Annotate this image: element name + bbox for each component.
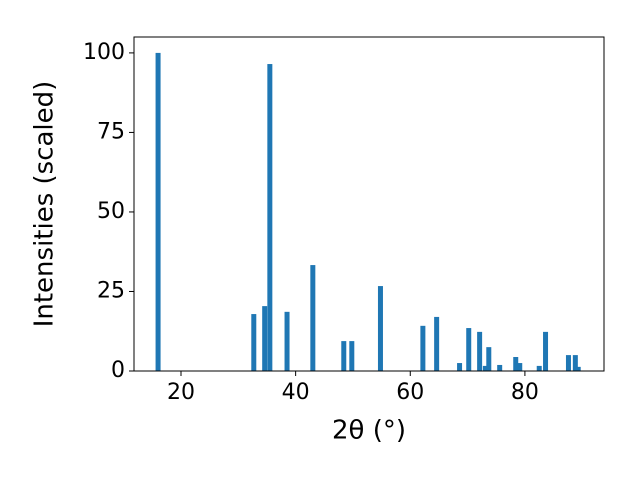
bar [262, 306, 268, 371]
bar [434, 316, 440, 371]
bar [310, 265, 316, 371]
bar [497, 364, 503, 371]
x-tick-label: 20 [167, 380, 195, 405]
x-tick-label: 80 [511, 380, 539, 405]
bar [486, 347, 492, 371]
bar [572, 355, 578, 371]
y-axis-label: Intensities (scaled) [30, 81, 60, 328]
y-tick-label: 75 [97, 119, 125, 144]
bar [517, 363, 523, 371]
bar [341, 341, 347, 371]
plot-frame [133, 36, 605, 372]
bar [482, 365, 488, 371]
y-tick-label: 25 [97, 278, 125, 303]
bar [536, 365, 542, 371]
bar [575, 366, 581, 371]
bar [513, 357, 519, 371]
x-axis-label: 2θ (°) [332, 416, 406, 446]
bar [543, 331, 549, 371]
x-tick-label: 40 [282, 380, 310, 405]
bar [155, 52, 161, 372]
bar [477, 331, 483, 371]
x-tick-label: 60 [396, 380, 424, 405]
bar [420, 325, 426, 371]
bar [457, 363, 463, 371]
bar [251, 314, 257, 371]
y-tick-label: 0 [111, 358, 125, 383]
bar [349, 341, 355, 371]
y-tick-label: 50 [97, 199, 125, 224]
bar [267, 64, 273, 372]
y-tick-label: 100 [83, 40, 125, 65]
bar [377, 286, 383, 371]
bar [565, 355, 571, 371]
bar [284, 311, 290, 371]
bar [466, 328, 472, 371]
